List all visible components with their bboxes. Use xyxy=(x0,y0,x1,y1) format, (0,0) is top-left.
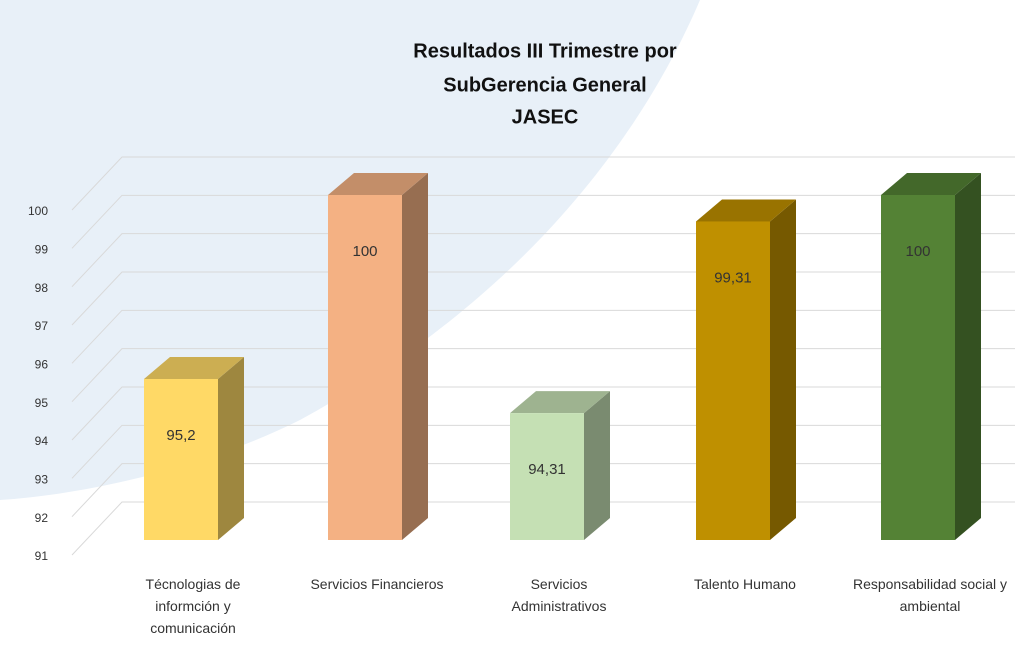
data-label: 100 xyxy=(905,243,930,260)
y-tick-label: 97 xyxy=(35,319,49,333)
data-label: 99,31 xyxy=(714,269,752,286)
y-tick-label: 95 xyxy=(35,396,49,410)
data-label: 100 xyxy=(352,243,377,260)
bar-top xyxy=(696,199,796,222)
bar-top xyxy=(510,391,610,414)
bar-top xyxy=(144,357,244,379)
bar xyxy=(328,195,402,540)
x-tick-label: Técnologias de informción y comunicación xyxy=(145,576,241,636)
y-tick-label: 94 xyxy=(35,434,49,448)
y-tick-label: 100 xyxy=(28,204,48,218)
bar-side xyxy=(584,391,610,540)
x-tick-label: Responsabilidad social y ambiental xyxy=(852,576,1008,614)
x-tick-label: Servicios Administrativos xyxy=(511,576,607,614)
chart-title: JASEC xyxy=(512,106,579,128)
y-tick-label: 99 xyxy=(35,243,49,257)
bar-side xyxy=(218,357,244,540)
y-tick-label: 98 xyxy=(35,281,49,295)
bar xyxy=(144,379,218,540)
y-tick-label: 93 xyxy=(35,473,49,487)
y-tick-label: 92 xyxy=(35,511,49,525)
chart-title: SubGerencia General xyxy=(443,74,646,96)
bar xyxy=(696,221,770,540)
data-label: 94,31 xyxy=(528,461,566,478)
chart-title: Resultados III Trimestre por xyxy=(413,40,677,62)
bar-side xyxy=(402,173,428,540)
x-tick-label: Servicios Financieros xyxy=(310,576,444,592)
bar-top xyxy=(328,173,428,195)
y-tick-label: 91 xyxy=(35,549,49,563)
bar xyxy=(510,413,584,540)
bar-side xyxy=(955,173,981,540)
bar-side xyxy=(770,199,796,540)
x-tick-label: Talento Humano xyxy=(694,576,796,592)
bar xyxy=(881,195,955,540)
grid-line xyxy=(71,156,1015,211)
data-label: 95,2 xyxy=(166,427,195,444)
grid-line xyxy=(71,194,1015,249)
bar-top xyxy=(881,173,981,195)
y-tick-label: 96 xyxy=(35,358,49,372)
